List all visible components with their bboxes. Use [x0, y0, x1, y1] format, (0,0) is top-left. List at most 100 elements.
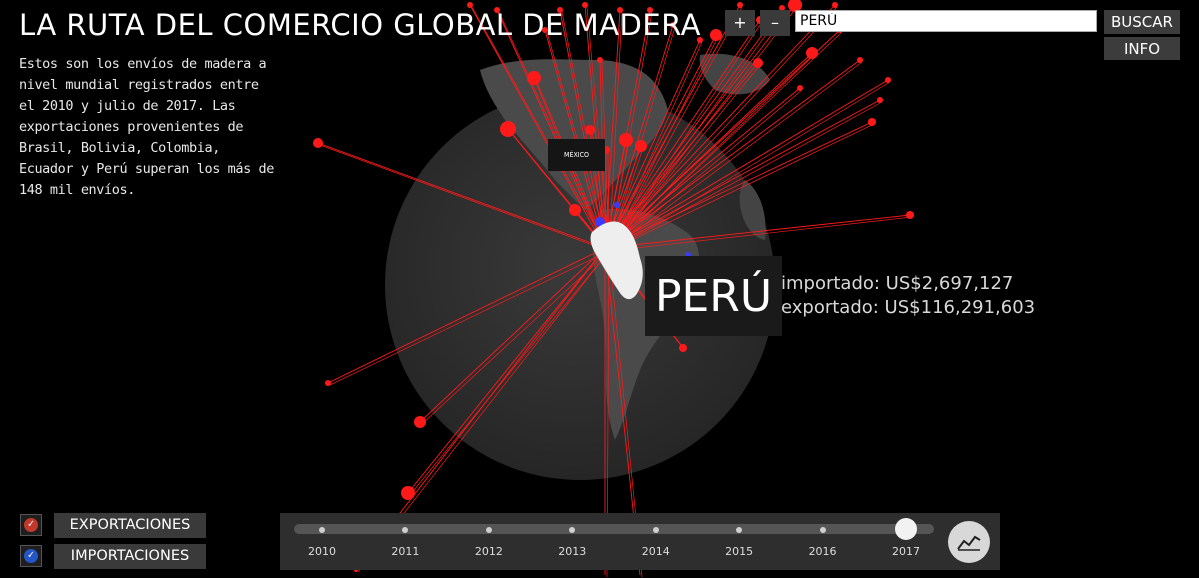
trade-route-line	[604, 4, 741, 249]
trade-route-line	[604, 62, 759, 249]
trade-route-line	[559, 9, 606, 249]
trade-route-line	[604, 4, 796, 249]
trade-partner-marker[interactable]	[806, 47, 818, 59]
trade-partner-marker[interactable]	[494, 7, 500, 13]
year-label-2011[interactable]: 2011	[391, 545, 420, 558]
trade-partner-marker[interactable]	[868, 118, 876, 126]
trade-partner-marker[interactable]	[906, 211, 914, 219]
trade-partner-marker[interactable]	[679, 344, 687, 352]
timeline-year-dot[interactable]	[736, 527, 743, 533]
year-label-2013[interactable]: 2013	[558, 545, 587, 558]
trade-route-line	[419, 247, 606, 423]
trade-partner-marker[interactable]	[414, 416, 426, 428]
trade-route-line	[496, 9, 606, 249]
trade-route-line	[601, 61, 610, 252]
trade-partner-marker[interactable]	[585, 125, 595, 135]
check-icon: ✓	[24, 549, 38, 563]
trade-partner-marker[interactable]	[467, 2, 473, 8]
trade-route-line	[608, 11, 653, 252]
trade-partner-marker[interactable]	[325, 380, 331, 386]
zoom-out-button[interactable]: –	[760, 10, 790, 36]
trade-partner-marker[interactable]	[670, 22, 676, 28]
trade-route-line	[608, 89, 803, 252]
trade-partner-marker[interactable]	[877, 97, 883, 103]
exports-checkbox[interactable]: ✓	[20, 514, 42, 536]
trade-route-line	[608, 64, 761, 252]
trade-route-line	[604, 9, 651, 249]
trade-route-line	[604, 34, 717, 249]
year-timeline[interactable]: 2010 2011 2012 2013 2014 2015 2016 2017	[280, 513, 1000, 570]
imports-checkbox[interactable]: ✓	[20, 545, 42, 567]
trade-route-line	[608, 11, 623, 252]
trade-route-line	[608, 6, 743, 252]
year-label-2015[interactable]: 2015	[725, 545, 754, 558]
country-stats: importado: US$2,697,127 exportado: US$11…	[781, 272, 1035, 320]
year-label-2010[interactable]: 2010	[308, 545, 336, 558]
trade-partner-marker[interactable]	[401, 486, 415, 500]
year-label-2012[interactable]: 2012	[474, 545, 503, 558]
timeline-year-dot[interactable]	[569, 527, 576, 533]
trade-partner-marker[interactable]	[797, 85, 803, 91]
trade-partner-marker[interactable]	[857, 57, 863, 63]
trade-route-line	[561, 11, 610, 252]
trade-route-line	[604, 7, 783, 249]
trade-partner-marker[interactable]	[697, 37, 703, 43]
greenland-shape	[699, 53, 770, 95]
trade-route-line	[498, 11, 610, 252]
info-button[interactable]: INFO	[1104, 37, 1180, 60]
trade-route-line	[608, 81, 891, 252]
timeline-handle[interactable]	[895, 518, 917, 540]
zoom-in-button[interactable]: +	[725, 10, 755, 36]
peru-highlight[interactable]	[590, 221, 643, 300]
trade-partner-marker[interactable]	[557, 7, 563, 13]
year-label-2014[interactable]: 2014	[641, 545, 670, 558]
selected-country-name: PERÚ	[654, 270, 773, 322]
year-label-2017[interactable]: 2017	[892, 545, 920, 558]
trade-partner-marker[interactable]	[832, 2, 838, 8]
trade-partner-marker[interactable]	[779, 5, 785, 11]
trade-route-line	[604, 9, 621, 249]
timeline-year-dot[interactable]	[485, 527, 492, 533]
trade-route-line	[317, 142, 606, 249]
trade-partner-marker[interactable]	[582, 2, 588, 8]
trade-partner-marker[interactable]	[647, 7, 653, 13]
timeline-year-dot[interactable]	[319, 527, 325, 533]
trade-partner-marker[interactable]	[617, 7, 623, 13]
selected-country-panel: PERÚ	[645, 256, 782, 336]
trade-partner-marker[interactable]	[500, 121, 516, 137]
intro-text: Estos son los envíos de madera a nivel m…	[19, 56, 275, 198]
trade-partner-marker[interactable]	[597, 57, 603, 63]
trade-route-line	[421, 250, 610, 425]
line-chart-icon[interactable]	[948, 521, 990, 563]
trade-partner-marker[interactable]	[569, 204, 581, 216]
country-search-input[interactable]	[795, 10, 1097, 32]
trade-partner-marker[interactable]	[527, 71, 541, 85]
exports-filter-button[interactable]: EXPORTACIONES	[54, 513, 206, 538]
imports-filter-button[interactable]: IMPORTACIONES	[54, 544, 206, 569]
trade-partner-marker[interactable]	[313, 138, 323, 148]
trade-route-line	[608, 101, 883, 252]
search-button[interactable]: BUSCAR	[1104, 10, 1180, 34]
trade-partner-marker[interactable]	[788, 0, 802, 12]
trade-route-line	[604, 29, 841, 249]
trade-partner-marker[interactable]	[753, 58, 763, 68]
import-partner-marker[interactable]	[595, 217, 605, 227]
timeline-track[interactable]	[294, 524, 934, 534]
trade-route-line	[604, 39, 701, 249]
trade-route-line	[469, 4, 606, 249]
trade-partner-marker[interactable]	[737, 2, 743, 8]
trade-partner-marker[interactable]	[710, 29, 722, 41]
timeline-year-dot[interactable]	[402, 527, 409, 533]
timeline-year-dot[interactable]	[652, 527, 659, 533]
trade-partner-marker[interactable]	[635, 140, 647, 152]
trade-route-line	[608, 21, 763, 252]
year-label-2016[interactable]: 2016	[808, 545, 837, 558]
trade-route-line	[604, 59, 861, 249]
trade-route-line	[608, 26, 676, 252]
globe-sphere[interactable]	[385, 90, 775, 480]
timeline-year-dot[interactable]	[819, 527, 826, 533]
trade-partner-marker[interactable]	[542, 27, 548, 33]
trade-partner-marker[interactable]	[885, 77, 891, 83]
import-partner-marker[interactable]	[614, 202, 620, 208]
